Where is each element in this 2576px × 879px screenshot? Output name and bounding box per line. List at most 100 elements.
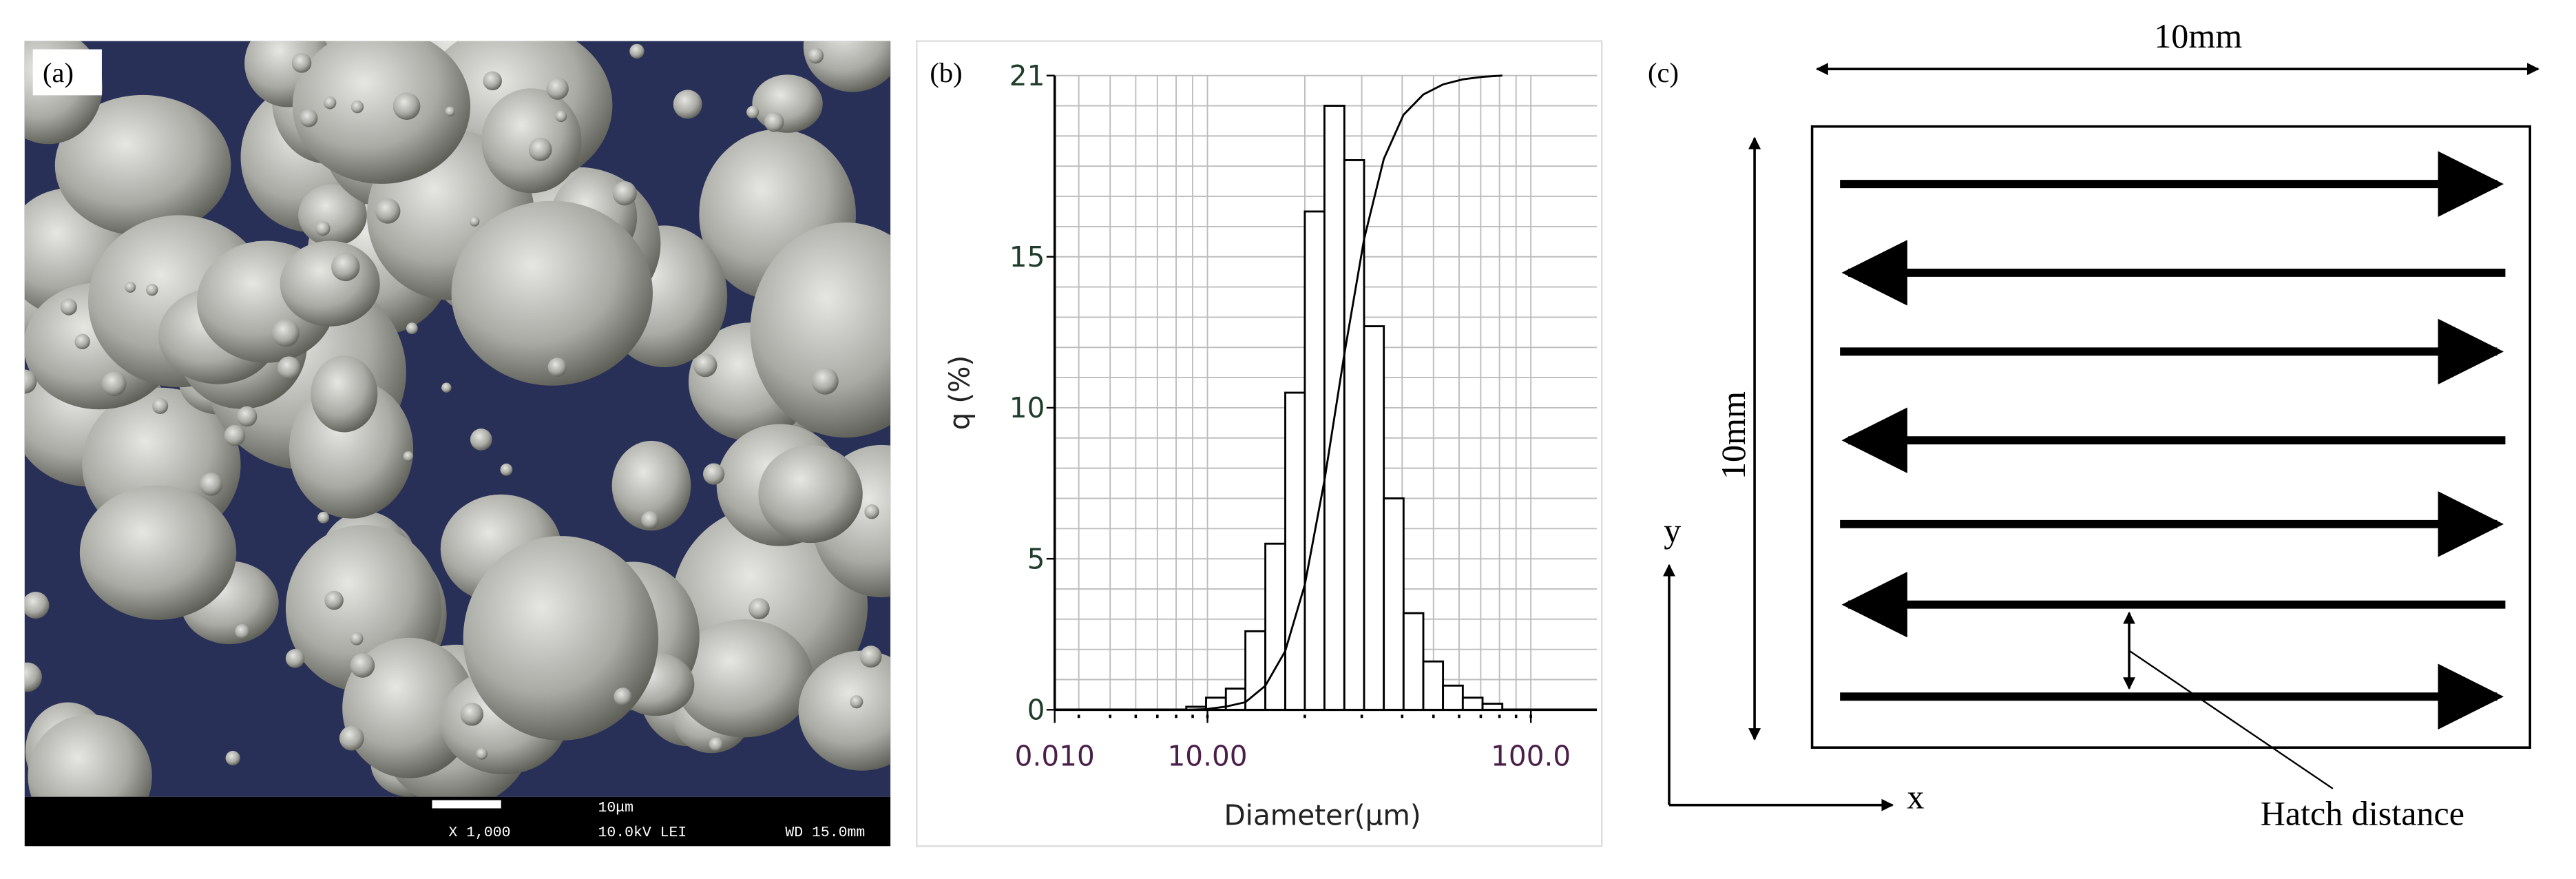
satellite bbox=[746, 105, 760, 118]
particle bbox=[481, 88, 582, 194]
particles bbox=[24, 41, 891, 797]
satellite bbox=[317, 511, 330, 524]
bar bbox=[1264, 542, 1286, 711]
satellite bbox=[641, 510, 659, 529]
satellite bbox=[285, 649, 305, 668]
particle bbox=[28, 714, 152, 797]
satellite bbox=[234, 624, 250, 639]
satellite bbox=[748, 598, 770, 619]
particle bbox=[292, 41, 471, 184]
satellite bbox=[807, 48, 824, 64]
satellite bbox=[24, 591, 50, 619]
satellite bbox=[850, 695, 863, 709]
satellite bbox=[403, 451, 414, 462]
y-tick-label: 10 bbox=[1009, 391, 1045, 424]
satellite bbox=[24, 369, 37, 394]
voltage: 10.0kV LEI bbox=[598, 825, 687, 841]
y-axis-title: q (%) bbox=[943, 355, 976, 431]
particle bbox=[298, 184, 367, 247]
satellite bbox=[225, 750, 240, 766]
bar bbox=[1244, 630, 1267, 711]
panel-label: (b) bbox=[930, 57, 962, 88]
satellite bbox=[350, 100, 364, 114]
particle bbox=[54, 94, 231, 236]
satellite bbox=[199, 473, 223, 496]
satellite bbox=[350, 632, 364, 645]
satellite bbox=[277, 356, 301, 380]
satellite bbox=[528, 138, 552, 161]
particle bbox=[752, 74, 823, 133]
satellite bbox=[224, 424, 246, 446]
satellite bbox=[392, 92, 421, 121]
bar bbox=[1303, 210, 1326, 711]
particle bbox=[280, 240, 380, 327]
satellite bbox=[331, 252, 360, 282]
particle bbox=[611, 440, 691, 531]
satellite bbox=[476, 747, 488, 760]
satellite bbox=[74, 333, 90, 350]
particle bbox=[758, 444, 863, 544]
hatch-label: Hatch distance bbox=[2261, 794, 2464, 832]
bar bbox=[1343, 159, 1365, 711]
panel-label: (c) bbox=[1648, 57, 1679, 88]
y-tick-label: 15 bbox=[1009, 240, 1045, 273]
panel-label: (a) bbox=[43, 57, 74, 88]
bar bbox=[1442, 684, 1464, 711]
satellite bbox=[859, 645, 882, 668]
particle bbox=[798, 650, 891, 771]
bar bbox=[1461, 696, 1484, 711]
satellite bbox=[375, 198, 401, 224]
histogram-chart: 0 5 10 15 21 10.00 100.0 0.010 Diameter(μm) q (%) bbox=[943, 59, 1598, 831]
satellite bbox=[673, 90, 702, 119]
y-tick-label: 0 bbox=[1027, 694, 1045, 727]
satellite bbox=[145, 283, 158, 296]
satellite bbox=[500, 463, 513, 476]
scan-lines bbox=[1840, 151, 2506, 730]
particle bbox=[451, 200, 653, 386]
satellite bbox=[612, 181, 637, 206]
satellite bbox=[300, 109, 318, 127]
bar bbox=[1284, 391, 1306, 711]
bar bbox=[1402, 612, 1425, 711]
satellite bbox=[339, 725, 364, 751]
satellite bbox=[24, 662, 42, 692]
x-axis-label: x bbox=[1907, 777, 1924, 816]
satellite bbox=[460, 703, 484, 726]
particle bbox=[79, 485, 237, 620]
satellite bbox=[445, 106, 455, 116]
satellite bbox=[629, 43, 645, 59]
bar bbox=[1422, 660, 1445, 711]
satellite bbox=[547, 358, 567, 377]
satellite bbox=[811, 367, 839, 395]
satellite bbox=[152, 397, 169, 414]
magnification: X 1,000 bbox=[448, 825, 510, 841]
particle bbox=[803, 41, 891, 92]
bar bbox=[1363, 325, 1385, 711]
label-box bbox=[32, 49, 102, 96]
width-label: 10mm bbox=[2154, 17, 2242, 55]
satellite bbox=[60, 298, 78, 316]
particle bbox=[342, 637, 476, 778]
working-distance: WD 15.0mm bbox=[785, 825, 865, 841]
x-axis-start-label: 0.010 bbox=[1015, 739, 1095, 772]
satellite bbox=[323, 96, 337, 110]
satellite bbox=[555, 110, 567, 123]
satellite bbox=[864, 504, 879, 519]
height-label: 10mm bbox=[1714, 391, 1752, 479]
satellite bbox=[469, 216, 480, 227]
satellite bbox=[236, 406, 258, 427]
scale-label: 10μm bbox=[598, 800, 633, 816]
bar bbox=[1383, 497, 1405, 711]
bar bbox=[1481, 703, 1504, 711]
chart-panel bbox=[916, 40, 1603, 847]
satellite bbox=[350, 653, 375, 678]
bar bbox=[1323, 105, 1345, 711]
satellite bbox=[315, 220, 331, 236]
scan-diagram: (c) 10mm 10mm Hatch distance y x bbox=[1648, 17, 2540, 832]
x-tick-label: 100.0 bbox=[1491, 739, 1571, 772]
particle bbox=[750, 222, 891, 438]
satellite bbox=[101, 371, 127, 397]
satellite bbox=[614, 687, 632, 706]
x-tick-label: 10.00 bbox=[1168, 739, 1248, 772]
